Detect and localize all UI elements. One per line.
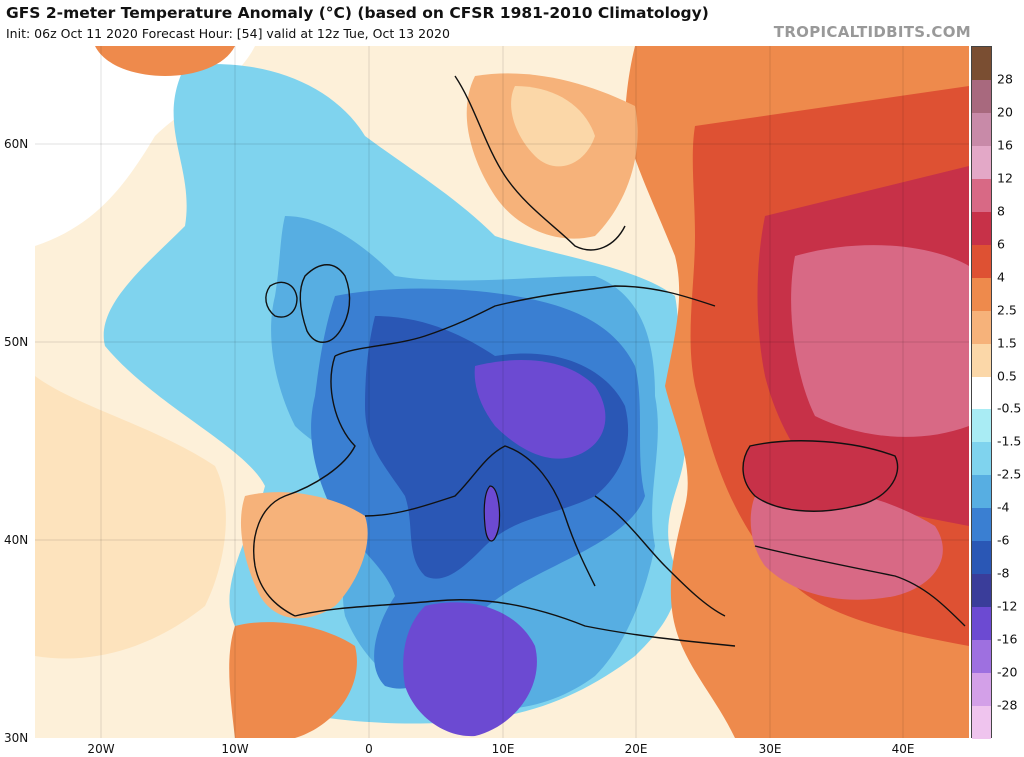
colorbar-tick-label: 0.5 <box>997 368 1017 384</box>
coastline-ireland <box>265 281 298 318</box>
colorbar-tick-label: -2.5 <box>997 466 1022 482</box>
colorbar-tick-label: -0.5 <box>997 400 1022 416</box>
warm-anomaly-northwest-corner <box>95 46 235 76</box>
colorbar-segment <box>972 112 991 147</box>
lat-label-60n: 60N <box>4 137 29 151</box>
colorbar-tick-label: -28 <box>997 697 1018 713</box>
warm-anomaly-iberia <box>240 492 368 619</box>
coastline-balkans <box>594 495 726 617</box>
lon-label-40e: 40E <box>891 742 915 756</box>
colorbar-segment <box>972 343 991 377</box>
colorbar-tick-label: 6 <box>997 236 1005 252</box>
colorbar-tick-label: -1.5 <box>997 433 1022 449</box>
colorbar-segment <box>972 574 991 608</box>
colorbar-tick-label: 12 <box>997 170 1013 186</box>
coastline-britain <box>299 264 351 343</box>
colorbar-segment <box>972 244 991 279</box>
colorbar-segment <box>972 607 991 641</box>
colorbar-segment <box>972 376 991 410</box>
colorbar-segment <box>972 211 991 246</box>
cold-anomaly-extreme-alps <box>474 360 606 459</box>
colorbar-tick-label: -4 <box>997 499 1010 515</box>
map-canvas <box>35 46 969 738</box>
colorbar-tick-label: -12 <box>997 598 1018 614</box>
colorbar-tick-label: 20 <box>997 104 1013 120</box>
colorbar-segment <box>972 475 991 509</box>
lon-label-0: 0 <box>365 742 373 756</box>
colorbar-segment <box>972 706 991 740</box>
colorbar-tick-label: 8 <box>997 203 1005 219</box>
island-sardinia <box>483 485 501 542</box>
coastlines <box>253 75 966 647</box>
brand-watermark: TROPICALTIDBITS.COM <box>773 23 971 41</box>
colorbar-segment <box>972 541 991 575</box>
warm-anomaly-pink-russia <box>791 245 969 437</box>
colorbar-segment <box>972 79 991 114</box>
anomaly-map <box>35 46 969 738</box>
colorbar-tick-label: -6 <box>997 532 1010 548</box>
colorbar-segment <box>972 673 991 707</box>
colorbar-segment <box>972 47 991 81</box>
colorbar-segment <box>972 310 991 345</box>
lon-label-20e: 20E <box>624 742 648 756</box>
coastline-north-sea <box>334 285 716 357</box>
map-title: GFS 2-meter Temperature Anomaly (°C) (ba… <box>6 4 709 22</box>
colorbar-segment <box>972 640 991 674</box>
colorbar-segment <box>972 442 991 476</box>
coastline-italy <box>364 445 596 587</box>
lat-label-50n: 50N <box>4 335 29 349</box>
graticule <box>35 46 969 738</box>
colorbar-tick-label: 28 <box>997 71 1013 87</box>
colorbar-segment <box>972 145 991 180</box>
colorbar-tick-label: 2.5 <box>997 302 1017 318</box>
warm-band-southwest <box>35 376 226 659</box>
coastline-north-africa <box>294 599 736 647</box>
colorbar-tick-label: -16 <box>997 631 1018 647</box>
warm-anomaly-pink-turkey <box>750 487 943 600</box>
colorbar-tick-label: -20 <box>997 664 1018 680</box>
coastline-turkey <box>754 545 966 627</box>
colorbar <box>971 46 992 740</box>
map-subtitle: Init: 06z Oct 11 2020 Forecast Hour: [54… <box>6 26 450 41</box>
warm-anomaly-scandinavia-light <box>511 86 595 167</box>
lon-label-30e: 30E <box>758 742 782 756</box>
colorbar-tick-label: 4 <box>997 269 1005 285</box>
colorbar-segment <box>972 178 991 213</box>
colorbar-tick-label: -8 <box>997 565 1010 581</box>
lat-label-40n: 40N <box>4 533 29 547</box>
colorbar-segment <box>972 277 991 312</box>
colorbar-segment <box>972 409 991 443</box>
lon-label-10w: 10W <box>221 742 249 756</box>
colorbar-tick-label: 1.5 <box>997 335 1017 351</box>
lat-label-30n: 30N <box>4 731 29 745</box>
colorbar-segment <box>972 508 991 542</box>
coastline-black-sea <box>742 440 899 512</box>
black-sea-anomaly <box>743 440 898 512</box>
coastline-france-iberia <box>253 355 356 617</box>
cold-anomaly-extreme-sahara <box>403 602 537 737</box>
colorbar-tick-label: 16 <box>997 137 1013 153</box>
lon-label-20w: 20W <box>87 742 115 756</box>
lon-label-10e: 10E <box>491 742 515 756</box>
coastline-scandinavia <box>454 75 626 251</box>
warm-anomaly-morocco <box>229 622 357 738</box>
